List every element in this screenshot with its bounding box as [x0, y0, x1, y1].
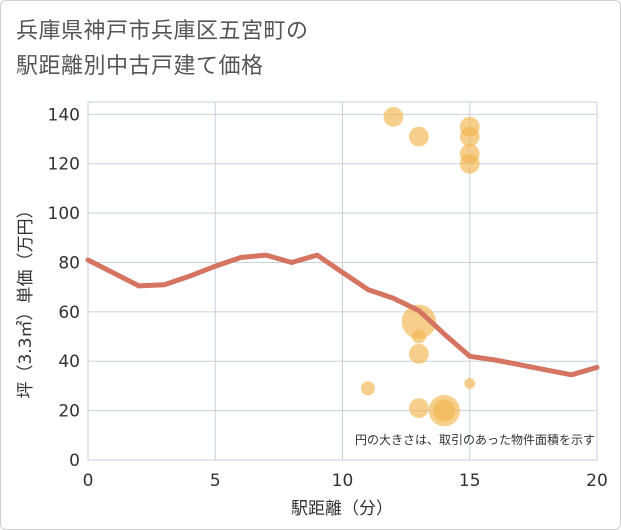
y-tick-label: 60: [58, 303, 80, 323]
x-tick-label: 0: [83, 471, 94, 491]
scatter-point: [459, 153, 480, 174]
y-tick-label: 0: [69, 451, 80, 471]
y-tick-label: 80: [58, 253, 80, 273]
scatter-points: [360, 106, 480, 427]
scatter-point: [383, 106, 404, 127]
chart-title-line2: 駅距離別中古戸建て価格: [16, 54, 264, 79]
scatter-point: [401, 304, 436, 339]
scatter-point: [411, 329, 426, 344]
y-tick-label: 20: [58, 402, 80, 422]
y-tick-label: 140: [48, 105, 80, 125]
x-tick-label: 10: [332, 471, 354, 491]
average-price-line: [85, 252, 600, 378]
chart-title-line1: 兵庫県神戸市兵庫区五宮町の: [16, 19, 309, 44]
y-axis-label: 坪（3.3㎡）単価（万円）: [16, 201, 36, 398]
scatter-point: [360, 381, 375, 396]
x-tick-label: 20: [586, 471, 608, 491]
y-tick-label: 100: [48, 204, 80, 224]
y-tick-label: 40: [58, 352, 80, 372]
scatter-point: [408, 126, 429, 147]
y-tick-label: 120: [48, 155, 80, 175]
chart-title: 兵庫県神戸市兵庫区五宮町の 駅距離別中古戸建て価格: [16, 14, 309, 84]
x-tick-labels: 0 5 10 15 20: [83, 471, 608, 491]
x-axis-label: 駅距離（分）: [291, 499, 393, 519]
scatter-point: [408, 398, 429, 419]
scatter-point: [464, 378, 476, 389]
y-tick-labels: 0 20 40 60 80 100 120 140: [48, 105, 80, 471]
scatter-point: [459, 126, 480, 147]
scatter-point: [433, 399, 456, 422]
x-tick-label: 5: [210, 471, 221, 491]
size-note: 円の大きさは、取引のあった物件面積を示す: [355, 432, 595, 447]
x-tick-label: 15: [459, 471, 481, 491]
scatter-point: [408, 343, 429, 364]
